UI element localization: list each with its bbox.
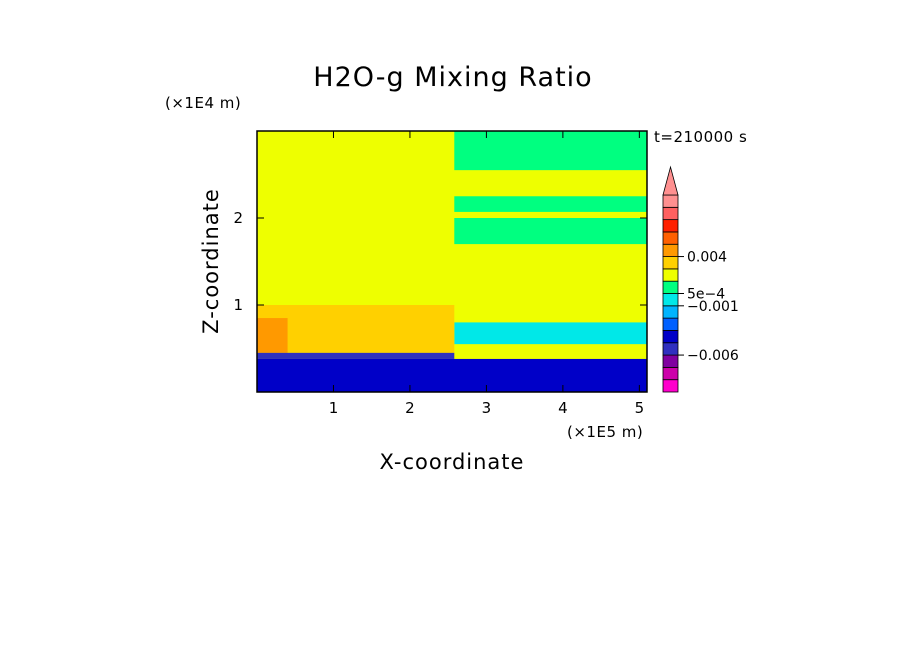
colorbar-label: −0.006 [687, 348, 739, 364]
colorbar-swatch-12 [662, 231, 679, 245]
field-region-3 [454, 218, 647, 245]
colorbar-swatch-1 [662, 366, 679, 381]
chart-title: H2O-g Mixing Ratio [313, 62, 592, 93]
colorbar-swatch-6 [662, 305, 679, 319]
colorbar-swatch-4 [662, 330, 679, 344]
field-region-2 [454, 196, 647, 212]
x-tick-label: 1 [329, 399, 339, 417]
axis-ticks: 1 2 3 4 5 1 2 [233, 131, 647, 417]
z-tick-label: 2 [233, 209, 243, 227]
field-region-4 [454, 322, 647, 345]
colorbar-label: 0.004 [687, 250, 727, 266]
colorbar-extend-arrow [662, 165, 679, 196]
field-region-1 [454, 131, 647, 171]
field-region-5 [257, 305, 455, 353]
colorbar-label: −0.001 [687, 299, 739, 315]
field [257, 131, 647, 392]
colorbar-swatch-13 [662, 219, 679, 233]
z-tick-label: 1 [233, 296, 243, 314]
colorbar-swatch-3 [662, 342, 679, 356]
colorbar-swatch-8 [662, 280, 679, 294]
y-axis-label: Z-coordinate [199, 188, 223, 334]
x-unit-label: (×1E5 m) [567, 423, 643, 441]
plot-area [256, 130, 648, 393]
x-tick-label: 4 [558, 399, 568, 417]
colorbar-swatch-9 [662, 268, 679, 282]
colorbar-swatch-5 [662, 317, 679, 331]
colorbar-swatch-0 [662, 379, 679, 393]
x-tick-label: 2 [405, 399, 415, 417]
colorbar-swatch-11 [662, 243, 679, 257]
z-unit-label: (×1E4 m) [165, 94, 241, 112]
colorbar-label: 5e−4 [687, 287, 725, 303]
x-axis-label: X-coordinate [380, 450, 525, 474]
colorbar-swatch-10 [662, 256, 679, 270]
colorbar-swatch-2 [662, 354, 679, 368]
field-region-8 [257, 358, 647, 392]
colorbar-swatch-7 [662, 293, 679, 307]
field-region-7 [257, 352, 455, 359]
colorbar-swatch-14 [662, 206, 679, 221]
time-label: t=210000 s [654, 128, 747, 146]
x-tick-label: 3 [482, 399, 492, 417]
x-tick-label: 5 [635, 399, 645, 417]
plot-frame [256, 130, 648, 393]
field-region-6 [257, 318, 288, 353]
colorbar-swatch-15 [662, 194, 679, 208]
